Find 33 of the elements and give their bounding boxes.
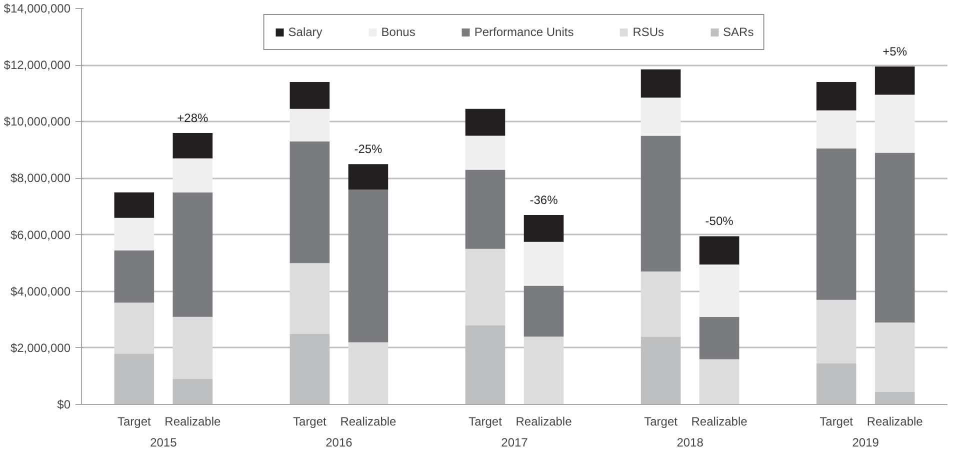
legend-label: Performance Units xyxy=(474,25,574,39)
y-tick-label: $10,000,000 xyxy=(4,114,71,129)
y-tick-label: $14,000,000 xyxy=(4,2,71,16)
x-tick-label: Target xyxy=(820,414,854,428)
x-tick-label: Realizable xyxy=(691,414,748,428)
x-tick-label: Realizable xyxy=(340,414,397,428)
y-tick-label: $8,000,000 xyxy=(10,171,71,186)
text: 2016 xyxy=(326,436,353,449)
x-tick-label: Target xyxy=(293,414,328,428)
text: 2019 xyxy=(852,436,880,449)
x-tick-label: Realizable xyxy=(164,414,222,428)
text: 2017 xyxy=(501,436,528,449)
y-tick-label: $6,000,000 xyxy=(10,228,71,242)
y-tick-label: $4,000,000 xyxy=(10,284,71,298)
x-tick-label: Target xyxy=(468,414,503,428)
y-tick-label: $12,000,000 xyxy=(4,58,71,72)
x-tick-label: Realizable xyxy=(516,414,572,428)
text: 2015 xyxy=(150,436,178,449)
legend-label: Bonus xyxy=(381,25,416,39)
x-tick-label: Target xyxy=(117,414,152,428)
annotation: +5% xyxy=(882,44,908,58)
x-tick-label: Target xyxy=(644,414,678,428)
annotation: +28% xyxy=(177,110,209,125)
annotation: -25% xyxy=(354,142,383,156)
legend-label: RSUs xyxy=(632,25,664,39)
annotation: -36% xyxy=(530,192,558,207)
annotation: -50% xyxy=(705,214,734,228)
legend-label: SARs xyxy=(723,25,754,39)
y-tick-label: $0 xyxy=(57,398,71,412)
y-tick-label: $2,000,000 xyxy=(10,340,71,355)
legend-label: Salary xyxy=(288,25,322,39)
x-tick-label: Realizable xyxy=(866,414,924,428)
text: 2018 xyxy=(676,436,704,449)
